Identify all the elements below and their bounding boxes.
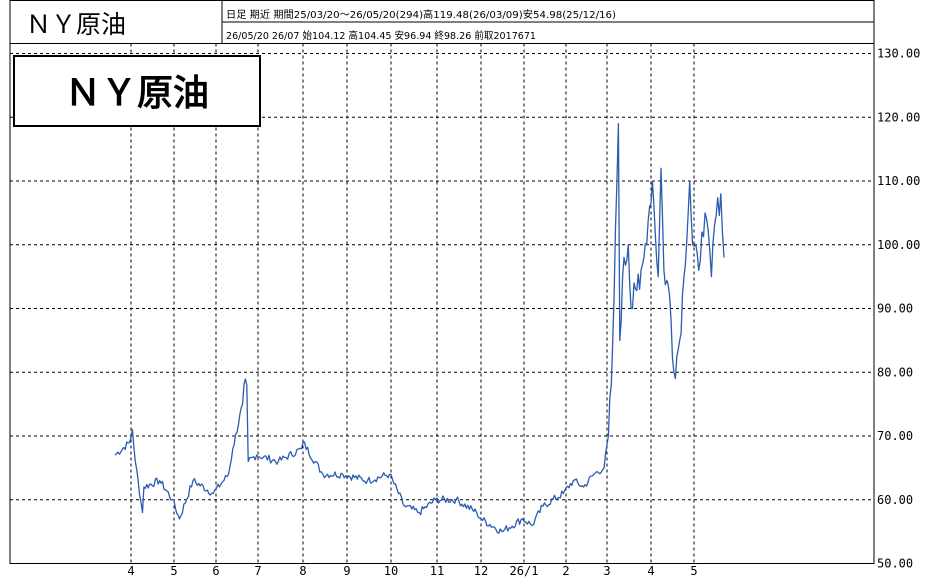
x-tick-label: 8 [299, 564, 306, 577]
x-tick-label: 9 [343, 564, 350, 577]
x-tick-label: 12 [474, 564, 488, 577]
x-tick-label: 11 [430, 564, 444, 577]
x-tick-label: 5 [170, 564, 177, 577]
x-tick-label: 3 [603, 564, 610, 577]
y-tick-label: 80.00 [877, 365, 913, 379]
x-tick-label: 6 [212, 564, 219, 577]
header-info-line-1: 日足 期近 期間25/03/20～26/05/20(294)高119.48(26… [226, 8, 616, 21]
x-tick-label: 4 [127, 564, 134, 577]
x-tick-label: 10 [384, 564, 398, 577]
x-tick-label: 2 [562, 564, 569, 577]
x-tick-label: 5 [690, 564, 697, 577]
x-tick-label: 26/1 [510, 564, 539, 577]
price-line [114, 122, 725, 534]
y-tick-label: 120.00 [877, 110, 920, 124]
header-symbol: ＮＹ原油 [26, 10, 126, 39]
label-box-text: ＮＹ原油 [65, 73, 209, 114]
y-tick-label: 130.00 [877, 47, 920, 61]
y-tick-label: 110.00 [877, 174, 920, 188]
y-tick-label: 50.00 [877, 557, 913, 571]
y-tick-label: 60.00 [877, 493, 913, 507]
y-tick-label: 90.00 [877, 302, 913, 316]
header-info-line-2: 26/05/20 26/07 始104.12 高104.45 安96.94 終9… [226, 29, 536, 42]
plot-frame [9, 43, 875, 564]
x-tick-label: 7 [254, 564, 261, 577]
x-axis: 4 5 6 7 8 9 10 11 12 26/1 2 3 4 5 [127, 564, 697, 577]
y-tick-label: 100.00 [877, 238, 920, 252]
label-box [13, 55, 261, 127]
y-axis: 50.00 60.00 70.00 80.00 90.00 100.00 110.00 120… [877, 47, 920, 571]
y-tick-label: 70.00 [877, 429, 913, 443]
x-tick-label: 4 [647, 564, 654, 577]
